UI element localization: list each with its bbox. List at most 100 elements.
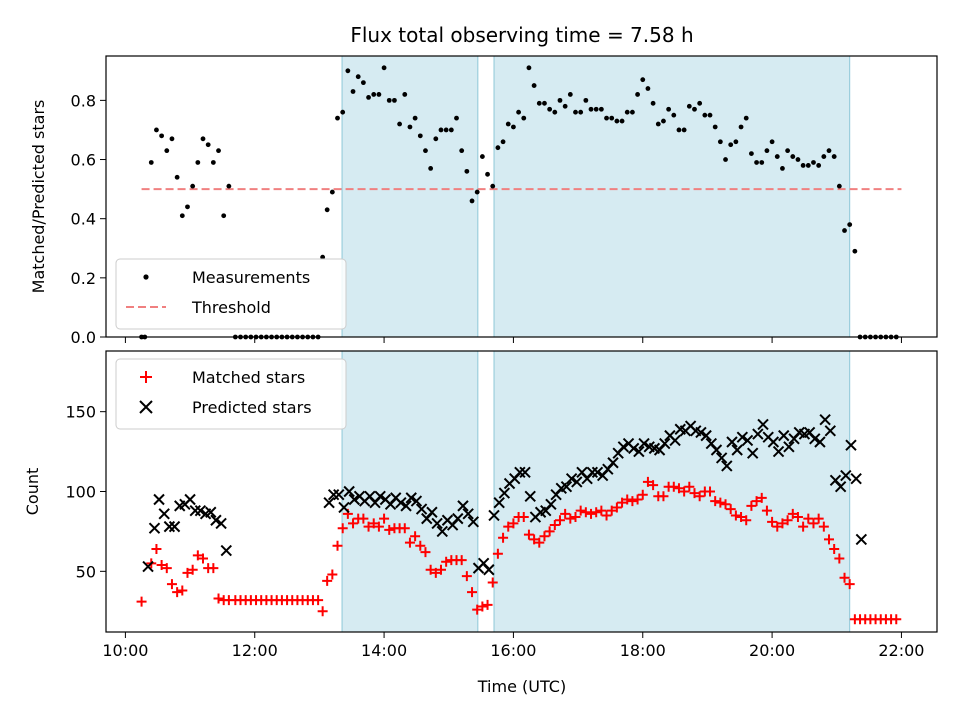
measurement-point	[200, 136, 206, 142]
predicted-star-point	[824, 425, 837, 437]
y-tick-label: 0.4	[71, 210, 96, 229]
count-points	[136, 413, 902, 625]
matched-star-point	[198, 553, 209, 564]
matched-star-point	[384, 524, 395, 535]
matched-star-point	[694, 491, 705, 502]
matched-star-point	[549, 520, 560, 531]
matched-star-point	[565, 513, 576, 524]
matched-star-point	[575, 505, 586, 516]
measurement-point	[205, 142, 211, 148]
measurement-point	[511, 124, 516, 130]
matched-star-point	[710, 496, 721, 507]
predicted-star-point	[617, 441, 630, 453]
measurement-point	[340, 109, 346, 115]
measurement-point	[552, 109, 558, 115]
matched-star-point	[844, 579, 855, 590]
predicted-star-point	[633, 445, 645, 458]
measurement-point	[624, 109, 630, 115]
matched-star-point	[668, 481, 679, 492]
matched-star-point	[136, 596, 147, 607]
measurement-point	[159, 133, 165, 139]
x-axis-label: Time (UTC)	[477, 677, 566, 696]
measurement-points	[139, 65, 899, 340]
x-tick-label: 20:00	[749, 641, 795, 660]
measurement-point	[464, 168, 470, 174]
measurement-point	[417, 133, 423, 139]
measurement-point	[842, 228, 847, 233]
predicted-star-point	[715, 452, 728, 464]
predicted-star-point	[158, 508, 170, 520]
matched-star-point	[482, 599, 493, 610]
measurement-point	[604, 115, 609, 121]
matched-star-point	[172, 587, 183, 598]
predicted-star-point	[148, 522, 161, 534]
matched-star-point	[192, 550, 203, 561]
matched-star-point	[761, 505, 772, 516]
matched-star-point	[472, 604, 483, 615]
matched-star-point	[570, 512, 581, 523]
predicted-star-point	[726, 436, 738, 448]
predicted-star-point	[163, 520, 176, 533]
matched-star-point	[658, 491, 669, 502]
panel-top: 0.00.20.40.60.8 Matched/Predicted stars …	[29, 55, 938, 347]
matched-star-point	[601, 510, 612, 521]
measurement-point	[583, 97, 589, 103]
measurement-point	[407, 124, 413, 130]
matched-star-point	[580, 507, 591, 518]
top-legend: Measurements Threshold	[115, 258, 347, 330]
matched-star-point	[518, 512, 529, 523]
predicted-star-point	[452, 512, 464, 525]
measurement-point	[671, 112, 677, 118]
matched-star-point	[782, 515, 793, 526]
y-tick-label: 0.8	[71, 91, 96, 110]
measurement-point	[454, 115, 459, 121]
measurement-point	[355, 74, 361, 80]
measurement-point	[826, 148, 832, 154]
matched-star-point	[642, 476, 653, 487]
matched-star-point	[498, 532, 509, 543]
x-tick-label: 18:00	[620, 641, 666, 660]
predicted-star-point	[348, 493, 361, 506]
predicted-star-point	[327, 488, 340, 501]
matched-star-point	[404, 537, 415, 548]
matched-star-point	[684, 481, 695, 492]
matched-star-point	[420, 547, 431, 558]
y-tick-label: 0.2	[71, 269, 96, 288]
predicted-star-point	[814, 436, 826, 448]
x-tick-label: 14:00	[361, 641, 407, 660]
matched-star-point	[772, 521, 783, 532]
matched-star-point	[544, 526, 555, 537]
measurement-point	[655, 121, 661, 127]
matched-star-point	[313, 595, 324, 606]
measurement-point	[345, 68, 351, 74]
matched-star-point	[720, 499, 731, 510]
measurement-point	[443, 127, 449, 133]
matched-star-point	[410, 531, 421, 542]
predicted-star-point	[819, 413, 831, 426]
matched-star-point	[156, 559, 167, 570]
x-tick-label: 12:00	[232, 641, 278, 660]
measurement-point	[619, 118, 625, 124]
measurement-point	[697, 100, 703, 106]
y-tick-label: 50	[76, 562, 96, 581]
matched-star-point	[808, 518, 819, 529]
measurement-point	[717, 139, 723, 145]
measurement-point	[335, 115, 340, 121]
measurement-point	[221, 213, 227, 219]
measurement-point	[448, 127, 454, 133]
measurement-point	[733, 139, 739, 145]
predicted-star-point	[338, 501, 350, 514]
measurement-point	[764, 148, 770, 154]
measurement-point	[490, 183, 496, 189]
measurement-point	[164, 148, 170, 154]
measurement-point	[169, 136, 175, 142]
measurement-point	[598, 106, 604, 112]
legend-marker-dot	[143, 274, 149, 280]
matched-star-point	[617, 497, 628, 508]
legend-label: Measurements	[192, 268, 310, 287]
matched-star-point	[461, 571, 472, 582]
measurement-point	[578, 109, 584, 115]
x-tick-label: 22:00	[878, 641, 924, 660]
y-tick-label: 100	[65, 483, 96, 502]
matched-star-point	[767, 516, 778, 527]
